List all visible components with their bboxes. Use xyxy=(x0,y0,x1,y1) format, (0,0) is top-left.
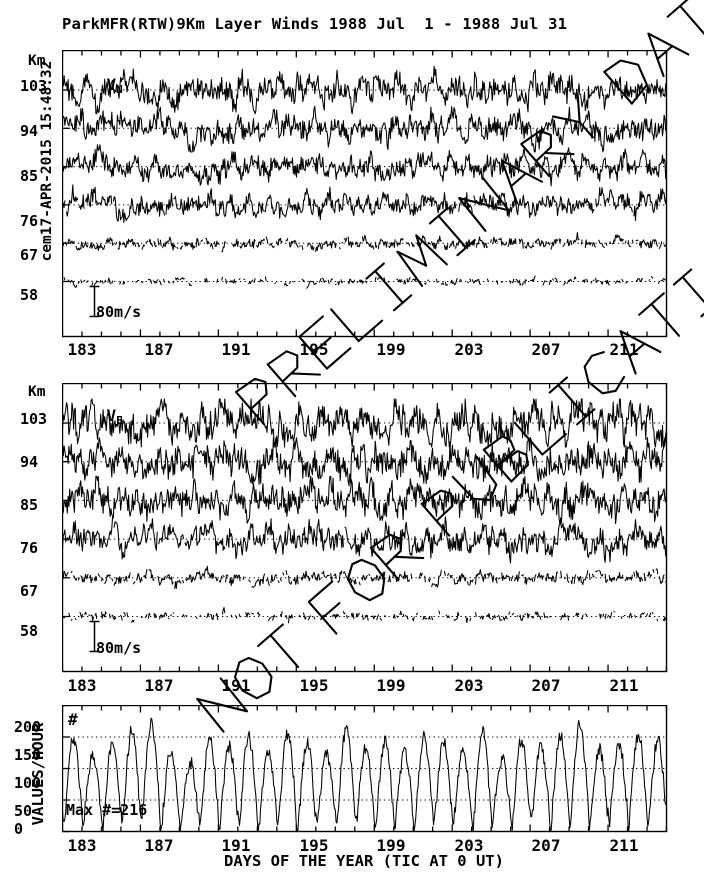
panel-ve-ytick-94: 94 xyxy=(20,453,39,471)
panel-vn-unit-label: Km xyxy=(28,53,46,69)
panel-ve-xtick-203: 203 xyxy=(454,676,484,695)
panel-ve-xtick-211: 211 xyxy=(609,676,639,695)
panel-vn-xtick-203: 203 xyxy=(454,340,484,359)
panel-counts-plot xyxy=(62,705,668,833)
panel-ve-ytick-76: 76 xyxy=(20,539,39,557)
panel-ve-xtick-183: 183 xyxy=(67,676,97,695)
panel-ve-ytick-67: 67 xyxy=(20,582,39,600)
panel-vn-ytick-76: 76 xyxy=(20,212,39,230)
panel-ve-xtick-191: 191 xyxy=(221,676,251,695)
panel-counts-ytick-150: 150 xyxy=(14,746,42,764)
panel-ve-series-tag: VE xyxy=(106,406,123,427)
x-axis-title: DAYS OF THE YEAR (TIC AT 0 UT) xyxy=(224,852,504,870)
panel-counts-xtick-207: 207 xyxy=(531,836,561,855)
panel-vn-xtick-211: 211 xyxy=(609,340,639,359)
panel-counts-xtick-203: 203 xyxy=(454,836,484,855)
panel-vn-xtick-199: 199 xyxy=(376,340,406,359)
panel-vn-xtick-207: 207 xyxy=(531,340,561,359)
panel-counts-ytick-50: 50 xyxy=(14,802,33,820)
panel-ve-ytick-58: 58 xyxy=(20,622,39,640)
page-title: ParkMFR(RTW)9Km Layer Winds 1988 Jul 1 -… xyxy=(62,15,568,33)
panel-ve-unit-label: Km xyxy=(28,384,46,400)
panel-ve-xtick-195: 195 xyxy=(299,676,329,695)
panel-counts-xtick-191: 191 xyxy=(221,836,251,855)
panel-vn-ytick-58: 58 xyxy=(20,286,39,304)
panel-vn-xtick-195: 195 xyxy=(299,340,329,359)
panel-counts-max-annotation: Max #=216 xyxy=(66,801,148,819)
panel-vn-ytick-67: 67 xyxy=(20,246,39,264)
panel-ve-ytick-103: 103 xyxy=(20,410,48,428)
panel-vn-ytick-85: 85 xyxy=(20,167,39,185)
panel-counts-ytick-200: 200 xyxy=(14,718,42,736)
panel-vn-ytick-94: 94 xyxy=(20,122,39,140)
panel-vn-xtick-191: 191 xyxy=(221,340,251,359)
panel-ve-scalebar-label: 80m/s xyxy=(96,639,142,657)
panel-ve-ytick-85: 85 xyxy=(20,496,39,514)
panel-vn-xtick-183: 183 xyxy=(67,340,97,359)
panel-ve-xtick-199: 199 xyxy=(376,676,406,695)
panel-counts-xtick-195: 195 xyxy=(299,836,329,855)
panel-counts-ytick-0: 0 xyxy=(14,820,24,838)
panel-counts-xtick-187: 187 xyxy=(144,836,174,855)
panel-counts-ytick-100: 100 xyxy=(14,774,42,792)
panel-vn-xtick-187: 187 xyxy=(144,340,174,359)
panel-counts-series-tag: # xyxy=(68,710,78,729)
panel-ve-plot xyxy=(62,383,668,673)
panel-vn-scalebar-label: 80m/s xyxy=(96,303,142,321)
panel-ve-xtick-207: 207 xyxy=(531,676,561,695)
panel-counts-xtick-199: 199 xyxy=(376,836,406,855)
panel-counts-xtick-183: 183 xyxy=(67,836,97,855)
panel-ve-xtick-187: 187 xyxy=(144,676,174,695)
panel-vn-ytick-103: 103 xyxy=(20,77,48,95)
panel-vn-plot xyxy=(62,50,668,338)
panel-counts-xtick-211: 211 xyxy=(609,836,639,855)
